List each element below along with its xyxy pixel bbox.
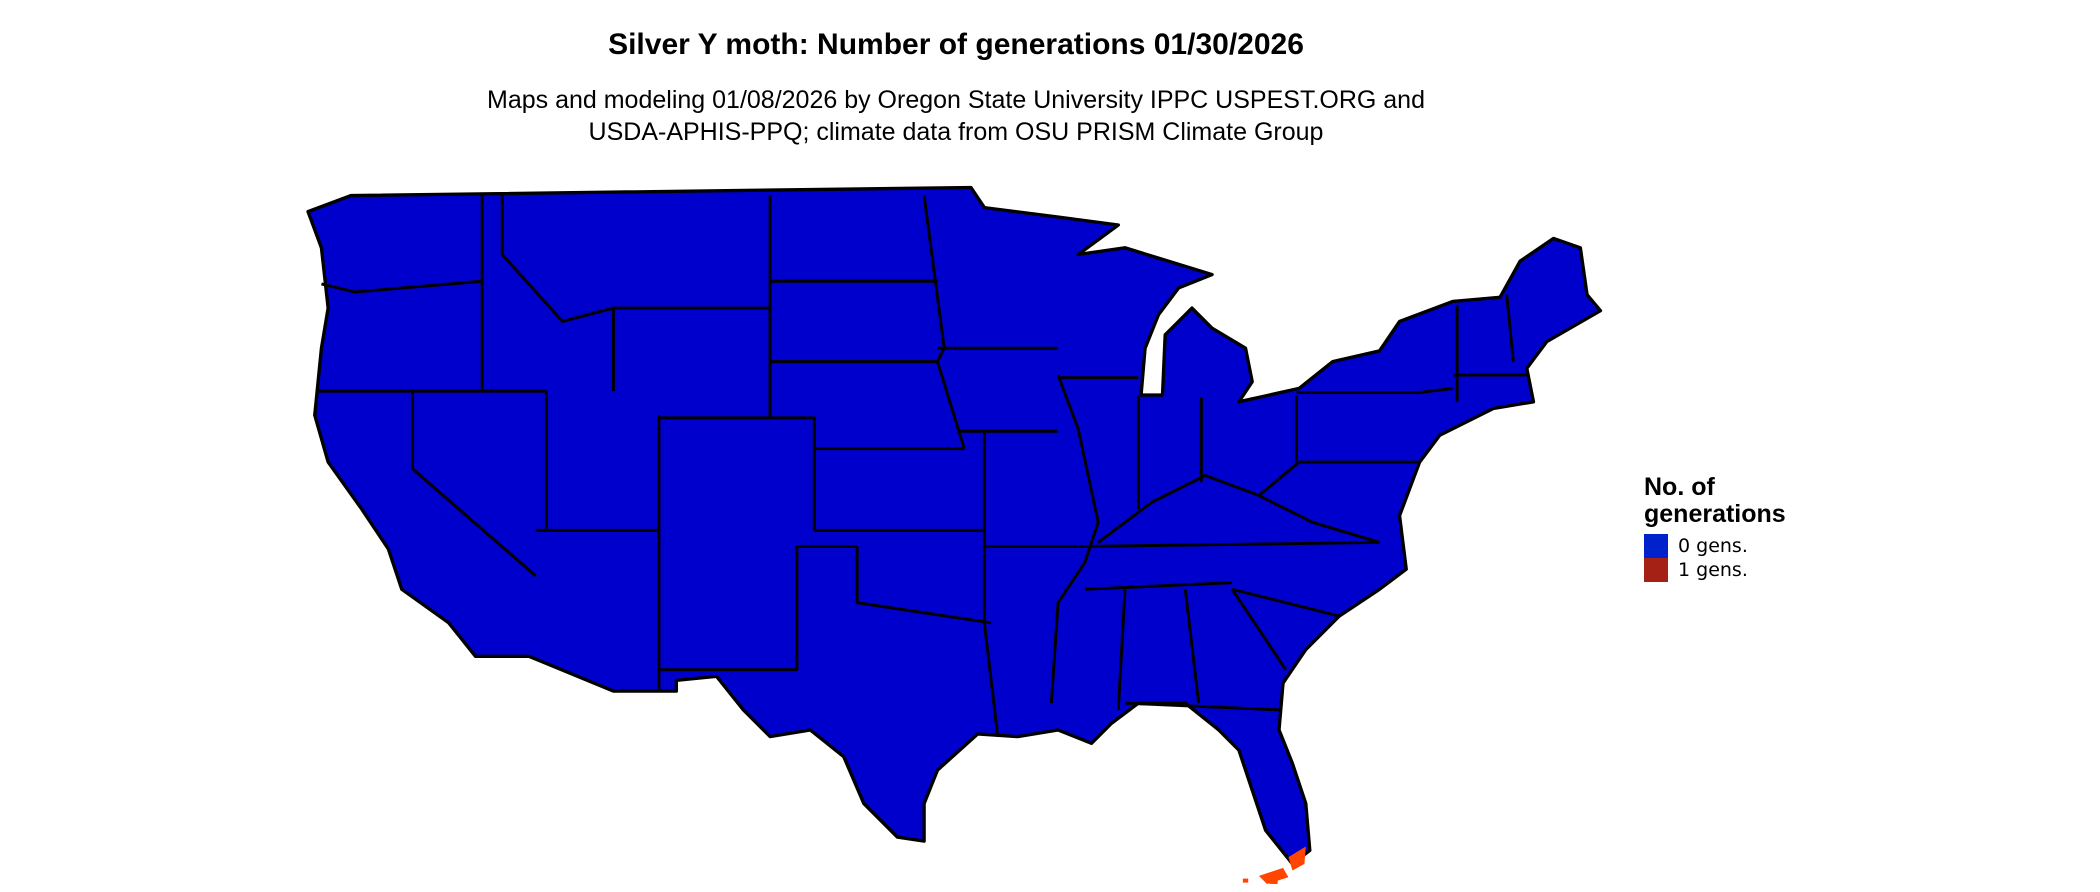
one-generation-area-florida-keys — [1242, 846, 1306, 884]
subtitle-line: Maps and modeling 01/08/2026 by Oregon S… — [487, 86, 1425, 114]
legend-item-1-gens: 1 gens. — [1644, 558, 1786, 582]
legend-title-line: generations — [1644, 500, 1786, 528]
legend-label: 1 gens. — [1678, 559, 1748, 581]
legend: No. of generations 0 gens. 1 gens. — [1644, 474, 1786, 582]
map-subtitle: Maps and modeling 01/08/2026 by Oregon S… — [356, 84, 1556, 148]
map-title: Silver Y moth: Number of generations 01/… — [608, 28, 1304, 61]
state-borders — [317, 195, 1527, 737]
legend-item-0-gens: 0 gens. — [1644, 534, 1786, 558]
legend-swatch — [1644, 558, 1668, 582]
legend-swatch — [1644, 534, 1668, 558]
contiguous-us-outline — [306, 185, 1603, 866]
subtitle-line: USDA-APHIS-PPQ; climate data from OSU PR… — [588, 118, 1324, 146]
legend-label: 0 gens. — [1678, 535, 1748, 557]
legend-title-line: No. of — [1644, 473, 1715, 501]
